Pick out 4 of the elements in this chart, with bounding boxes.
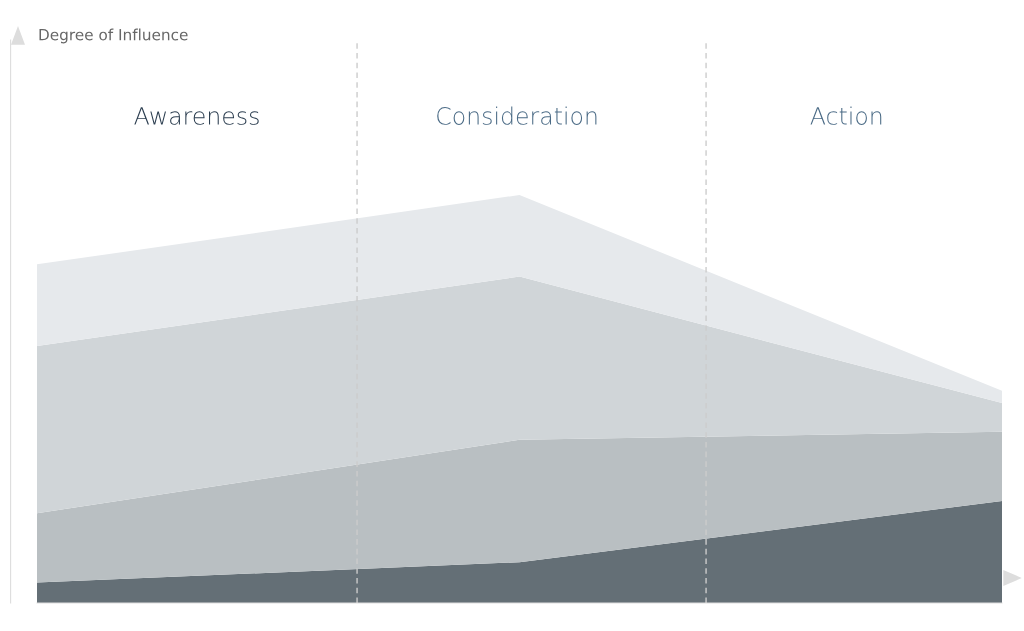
- text: Awareness: [134, 107, 259, 125]
- text: Action: [810, 106, 882, 125]
- text: Consideration: [437, 106, 597, 125]
- text: Degree of Influence: [39, 28, 188, 44]
